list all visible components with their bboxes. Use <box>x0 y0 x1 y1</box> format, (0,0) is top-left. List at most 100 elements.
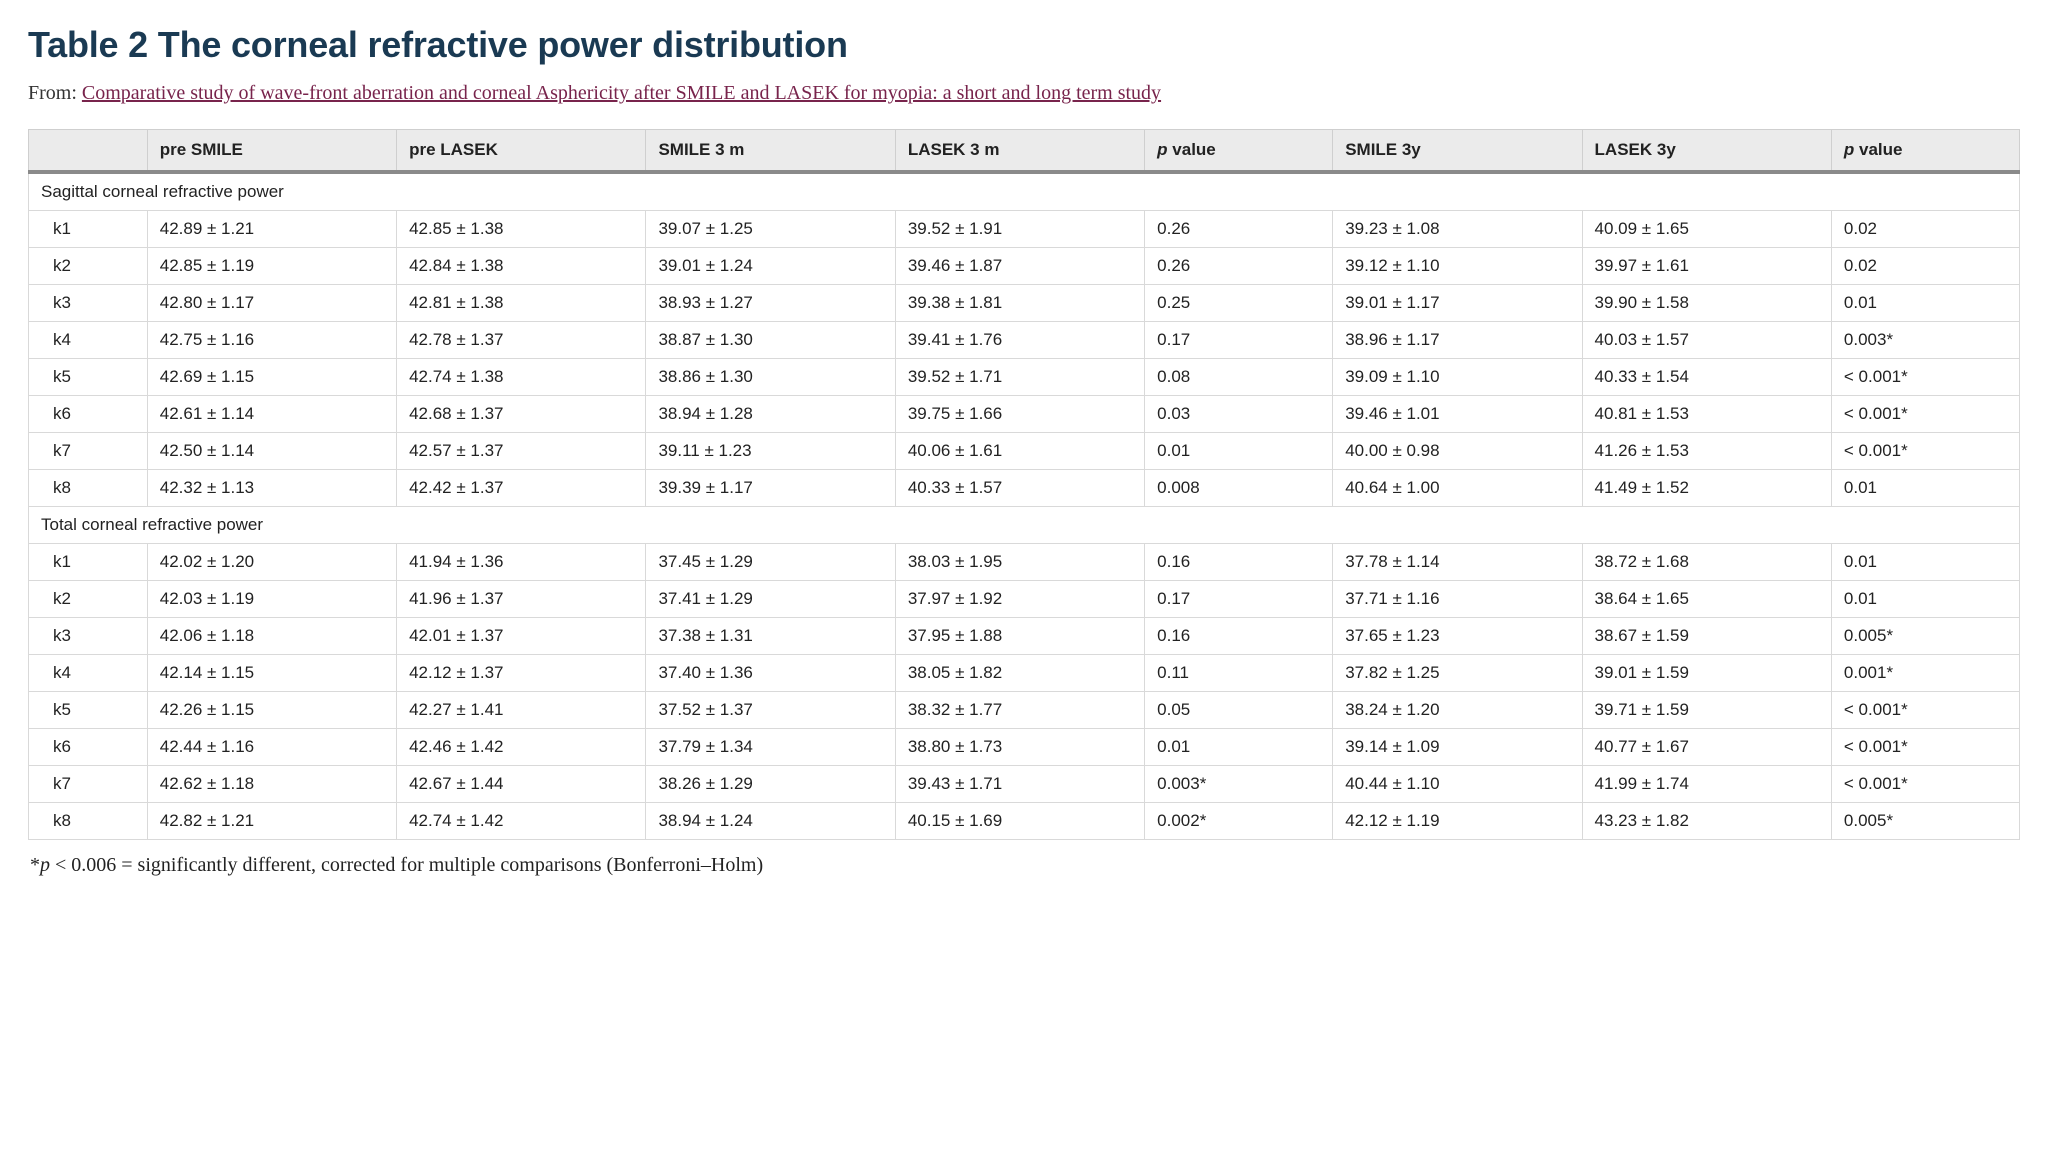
table-cell: 41.94 ± 1.36 <box>397 544 646 581</box>
table-cell: 0.17 <box>1145 581 1333 618</box>
table-cell: 39.97 ± 1.61 <box>1582 248 1831 285</box>
table-row: k842.82 ± 1.2142.74 ± 1.4238.94 ± 1.2440… <box>29 803 2020 840</box>
table-cell: 0.01 <box>1831 581 2019 618</box>
table-cell: 37.41 ± 1.29 <box>646 581 895 618</box>
section-label: Total corneal refractive power <box>29 507 2020 544</box>
row-label: k6 <box>29 396 148 433</box>
table-cell: 42.26 ± 1.15 <box>147 692 396 729</box>
table-cell: 43.23 ± 1.82 <box>1582 803 1831 840</box>
table-cell: 0.002* <box>1145 803 1333 840</box>
table-cell: 42.12 ± 1.37 <box>397 655 646 692</box>
table-cell: 42.12 ± 1.19 <box>1333 803 1582 840</box>
table-cell: 42.84 ± 1.38 <box>397 248 646 285</box>
table-cell: 42.61 ± 1.14 <box>147 396 396 433</box>
table-cell: 0.005* <box>1831 803 2019 840</box>
column-header: LASEK 3 m <box>895 130 1144 173</box>
table-cell: 38.93 ± 1.27 <box>646 285 895 322</box>
row-label: k3 <box>29 618 148 655</box>
table-cell: < 0.001* <box>1831 766 2019 803</box>
table-cell: 40.15 ± 1.69 <box>895 803 1144 840</box>
table-body: Sagittal corneal refractive powerk142.89… <box>29 172 2020 840</box>
table-cell: 39.11 ± 1.23 <box>646 433 895 470</box>
table-cell: 38.72 ± 1.68 <box>1582 544 1831 581</box>
table-cell: < 0.001* <box>1831 729 2019 766</box>
table-cell: 39.41 ± 1.76 <box>895 322 1144 359</box>
table-cell: 0.001* <box>1831 655 2019 692</box>
table-row: k542.26 ± 1.1542.27 ± 1.4137.52 ± 1.3738… <box>29 692 2020 729</box>
table-cell: 38.03 ± 1.95 <box>895 544 1144 581</box>
row-label: k8 <box>29 803 148 840</box>
table-cell: 0.05 <box>1145 692 1333 729</box>
table-cell: 38.94 ± 1.24 <box>646 803 895 840</box>
table-cell: 39.01 ± 1.59 <box>1582 655 1831 692</box>
row-label: k5 <box>29 692 148 729</box>
table-cell: 37.82 ± 1.25 <box>1333 655 1582 692</box>
table-cell: 42.01 ± 1.37 <box>397 618 646 655</box>
table-cell: 39.71 ± 1.59 <box>1582 692 1831 729</box>
table-cell: 37.79 ± 1.34 <box>646 729 895 766</box>
row-label: k4 <box>29 322 148 359</box>
row-label: k7 <box>29 766 148 803</box>
table-cell: 0.005* <box>1831 618 2019 655</box>
table-row: k342.06 ± 1.1842.01 ± 1.3737.38 ± 1.3137… <box>29 618 2020 655</box>
column-header: pre SMILE <box>147 130 396 173</box>
table-cell: < 0.001* <box>1831 433 2019 470</box>
table-cell: < 0.001* <box>1831 396 2019 433</box>
table-cell: 37.95 ± 1.88 <box>895 618 1144 655</box>
table-cell: 38.32 ± 1.77 <box>895 692 1144 729</box>
table-cell: 39.12 ± 1.10 <box>1333 248 1582 285</box>
column-header: SMILE 3 m <box>646 130 895 173</box>
table-cell: 41.49 ± 1.52 <box>1582 470 1831 507</box>
table-cell: 39.46 ± 1.87 <box>895 248 1144 285</box>
table-cell: 0.003* <box>1831 322 2019 359</box>
data-table: pre SMILEpre LASEKSMILE 3 mLASEK 3 mp va… <box>28 129 2020 840</box>
table-cell: 42.42 ± 1.37 <box>397 470 646 507</box>
table-cell: 0.11 <box>1145 655 1333 692</box>
table-cell: 38.94 ± 1.28 <box>646 396 895 433</box>
table-row: k142.89 ± 1.2142.85 ± 1.3839.07 ± 1.2539… <box>29 211 2020 248</box>
table-cell: 42.27 ± 1.41 <box>397 692 646 729</box>
source-link[interactable]: Comparative study of wave-front aberrati… <box>82 82 1161 104</box>
column-header: LASEK 3y <box>1582 130 1831 173</box>
table-cell: 0.008 <box>1145 470 1333 507</box>
column-header: p value <box>1831 130 2019 173</box>
table-cell: 0.26 <box>1145 211 1333 248</box>
row-label: k5 <box>29 359 148 396</box>
table-title: Table 2 The corneal refractive power dis… <box>28 24 2020 66</box>
table-cell: 39.43 ± 1.71 <box>895 766 1144 803</box>
column-header <box>29 130 148 173</box>
table-cell: 42.78 ± 1.37 <box>397 322 646 359</box>
table-cell: 40.33 ± 1.57 <box>895 470 1144 507</box>
table-cell: 39.14 ± 1.09 <box>1333 729 1582 766</box>
table-row: k342.80 ± 1.1742.81 ± 1.3838.93 ± 1.2739… <box>29 285 2020 322</box>
table-cell: 0.02 <box>1831 211 2019 248</box>
column-header: pre LASEK <box>397 130 646 173</box>
table-cell: 42.67 ± 1.44 <box>397 766 646 803</box>
table-cell: 39.46 ± 1.01 <box>1333 396 1582 433</box>
table-row: k242.85 ± 1.1942.84 ± 1.3839.01 ± 1.2439… <box>29 248 2020 285</box>
table-cell: 42.74 ± 1.38 <box>397 359 646 396</box>
table-cell: 38.87 ± 1.30 <box>646 322 895 359</box>
table-cell: 39.01 ± 1.24 <box>646 248 895 285</box>
table-cell: 39.01 ± 1.17 <box>1333 285 1582 322</box>
table-cell: 38.67 ± 1.59 <box>1582 618 1831 655</box>
table-row: k642.44 ± 1.1642.46 ± 1.4237.79 ± 1.3438… <box>29 729 2020 766</box>
table-cell: 0.25 <box>1145 285 1333 322</box>
table-cell: 42.32 ± 1.13 <box>147 470 396 507</box>
table-cell: 41.96 ± 1.37 <box>397 581 646 618</box>
table-cell: 39.39 ± 1.17 <box>646 470 895 507</box>
table-row: k442.75 ± 1.1642.78 ± 1.3738.87 ± 1.3039… <box>29 322 2020 359</box>
table-cell: 40.03 ± 1.57 <box>1582 322 1831 359</box>
table-cell: 39.09 ± 1.10 <box>1333 359 1582 396</box>
table-cell: 41.99 ± 1.74 <box>1582 766 1831 803</box>
table-cell: 38.26 ± 1.29 <box>646 766 895 803</box>
table-row: k242.03 ± 1.1941.96 ± 1.3737.41 ± 1.2937… <box>29 581 2020 618</box>
section-row: Sagittal corneal refractive power <box>29 172 2020 211</box>
table-cell: 37.52 ± 1.37 <box>646 692 895 729</box>
table-cell: 39.52 ± 1.71 <box>895 359 1144 396</box>
table-cell: 37.97 ± 1.92 <box>895 581 1144 618</box>
row-label: k3 <box>29 285 148 322</box>
table-cell: 42.81 ± 1.38 <box>397 285 646 322</box>
table-cell: 0.03 <box>1145 396 1333 433</box>
column-header: p value <box>1145 130 1333 173</box>
